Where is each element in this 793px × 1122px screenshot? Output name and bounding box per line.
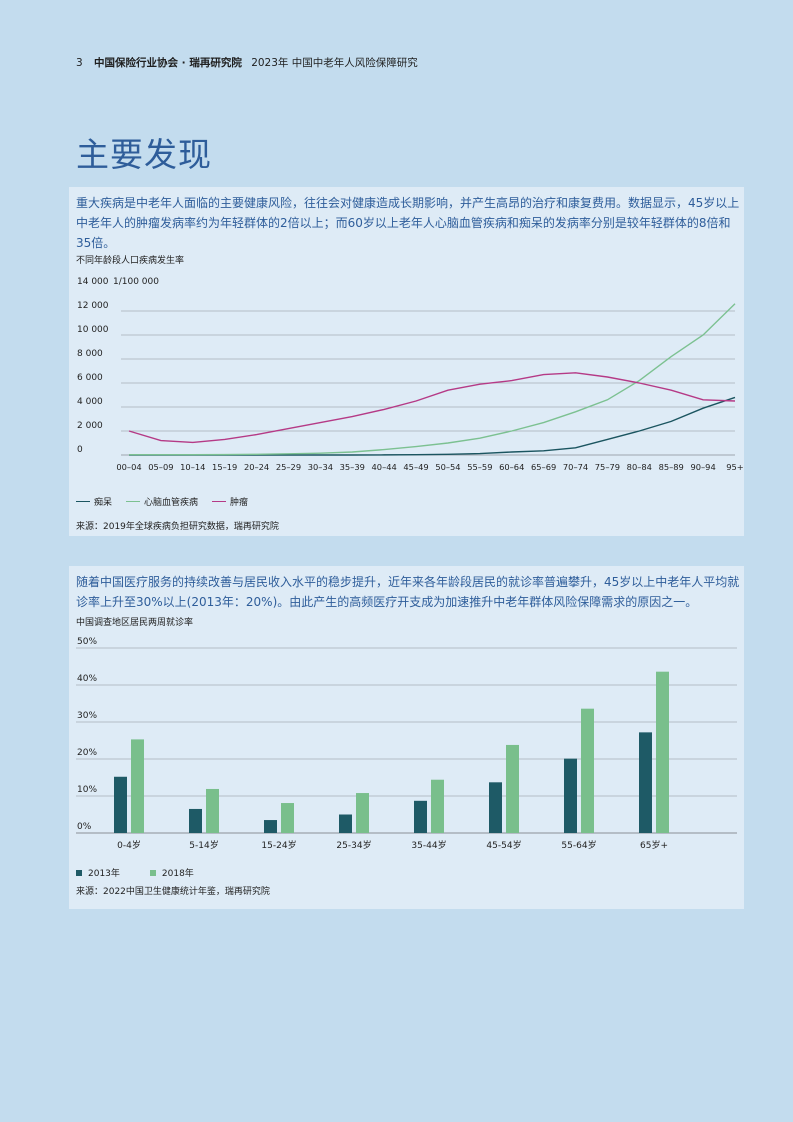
x-tick-label: 15-24岁 bbox=[261, 839, 296, 851]
legend-label: 2018年 bbox=[161, 869, 194, 879]
y-unit-label: 1/100 000 bbox=[113, 277, 159, 287]
x-tick-label: 30–34 bbox=[308, 462, 333, 472]
x-tick-label: 25–29 bbox=[276, 462, 301, 472]
bar-1 bbox=[339, 814, 352, 833]
org-name: 中国保险行业协会 · 瑞再研究院 bbox=[94, 57, 242, 69]
x-tick-label: 45–49 bbox=[403, 462, 428, 472]
page-number: 3 bbox=[76, 57, 83, 69]
bar-2 bbox=[431, 779, 444, 833]
y-tick-label: 40% bbox=[77, 674, 97, 684]
y-tick-label: 6 000 bbox=[77, 373, 103, 383]
x-tick-label: 85–89 bbox=[659, 462, 684, 472]
y-tick-label: 4 000 bbox=[77, 397, 103, 407]
x-tick-label: 50–54 bbox=[435, 462, 460, 472]
bar-1 bbox=[264, 820, 277, 833]
x-tick-label: 75–79 bbox=[595, 462, 620, 472]
x-tick-label: 20–24 bbox=[244, 462, 269, 472]
legend-label: 2013年 bbox=[88, 869, 120, 879]
page-title: 主要发现 bbox=[76, 135, 212, 174]
document-title: 2023年 中国中老年人风险保障研究 bbox=[251, 57, 418, 69]
x-tick-label: 00–04 bbox=[116, 462, 141, 472]
legend-label: 肿瘤 bbox=[230, 498, 249, 508]
x-tick-label: 25-34岁 bbox=[336, 839, 371, 851]
x-tick-label: 35–39 bbox=[340, 462, 365, 472]
x-tick-label: 40–44 bbox=[372, 462, 397, 472]
x-tick-label: 55-64岁 bbox=[561, 839, 596, 851]
bar-2 bbox=[506, 744, 519, 833]
y-tick-label: 14 000 bbox=[77, 277, 109, 287]
legend-swatch bbox=[212, 501, 227, 502]
y-tick-label: 2 000 bbox=[77, 421, 103, 431]
x-tick-label: 65岁+ bbox=[640, 839, 668, 851]
bar-1 bbox=[414, 800, 427, 833]
page-header: 3 中国保险行业协会 · 瑞再研究院 2023年 中国中老年人风险保障研究 bbox=[76, 55, 418, 70]
bar-2 bbox=[206, 788, 219, 833]
x-tick-label: 70–74 bbox=[563, 462, 588, 472]
legend-item: 2013年 bbox=[76, 866, 120, 879]
finding-text-disease: 重大疾病是中老年人面临的主要健康风险，往往会对健康造成长期影响，并产生高昂的治疗… bbox=[76, 196, 740, 250]
finding-text-visits: 随着中国医疗服务的持续改善与居民收入水平的稳步提升，近年来各年龄段居民的就诊率普… bbox=[76, 575, 740, 609]
visit-rate-chart: 0% 10% 20% 30% 40% 50% 0-4岁 5-14岁 15-24岁 25-34岁 35… bbox=[76, 637, 737, 851]
legend-swatch bbox=[149, 869, 156, 876]
legend-label: 痴呆 bbox=[94, 498, 113, 508]
disease-incidence-chart: 0 2 000 4 000 6 000 8 000 10 000 12 000 14 000 1… bbox=[77, 277, 744, 472]
bar-1 bbox=[114, 776, 127, 833]
x-tick-label: 05–09 bbox=[148, 462, 173, 472]
finding-panel-disease: 重大疾病是中老年人面临的主要健康风险，往往会对健康造成长期影响，并产生高昂的治疗… bbox=[69, 187, 744, 536]
bar-1 bbox=[489, 782, 502, 833]
legend-item: 心脑血管疾病 bbox=[126, 495, 198, 508]
bar-2 bbox=[356, 793, 369, 833]
bar-1 bbox=[564, 758, 577, 833]
y-tick-label: 10% bbox=[77, 785, 97, 795]
x-tick-label: 35-44岁 bbox=[411, 839, 446, 851]
x-tick-label: 15–19 bbox=[212, 462, 237, 472]
x-tick-label: 10–14 bbox=[180, 462, 205, 472]
x-tick-label: 60–64 bbox=[499, 462, 524, 472]
legend-label: 心脑血管疾病 bbox=[144, 498, 199, 508]
bar-2 bbox=[656, 671, 669, 833]
series-line-3 bbox=[128, 372, 736, 444]
y-tick-label: 12 000 bbox=[77, 301, 109, 311]
disease-chart-legend: 痴呆 心脑血管疾病 肿瘤 bbox=[76, 495, 262, 508]
bar-2 bbox=[581, 708, 594, 833]
legend-swatch bbox=[76, 869, 82, 876]
visit-chart-legend: 2013年 2018年 bbox=[76, 866, 224, 879]
y-tick-label: 50% bbox=[77, 637, 97, 647]
source-note-visits: 来源：2022中国卫生健康统计年鉴，瑞再研究院 bbox=[76, 887, 270, 897]
legend-item: 痴呆 bbox=[76, 495, 112, 508]
finding-panel-visits: 随着中国医疗服务的持续改善与居民收入水平的稳步提升，近年来各年龄段居民的就诊率普… bbox=[69, 566, 744, 909]
y-tick-label: 10 000 bbox=[77, 325, 109, 335]
chart-title-visits: 中国调查地区居民两周就诊率 bbox=[76, 618, 194, 628]
legend-swatch bbox=[126, 501, 141, 502]
x-tick-label: 90–94 bbox=[690, 462, 715, 472]
x-tick-label: 0-4岁 bbox=[117, 839, 141, 851]
y-tick-label: 30% bbox=[77, 711, 97, 721]
source-note-disease: 来源：2019年全球疾病负担研究数据，瑞再研究院 bbox=[76, 522, 279, 532]
legend-item: 肿瘤 bbox=[212, 495, 248, 508]
series-line-1 bbox=[129, 396, 736, 456]
y-tick-label: 0 bbox=[77, 445, 83, 455]
x-tick-label: 45-54岁 bbox=[486, 839, 521, 851]
legend-swatch bbox=[76, 501, 90, 502]
chart-title-disease: 不同年龄段人口疾病发生率 bbox=[76, 256, 185, 266]
y-tick-label: 8 000 bbox=[77, 349, 103, 359]
x-tick-label: 80–84 bbox=[627, 462, 652, 472]
y-tick-label: 20% bbox=[77, 748, 97, 758]
x-tick-label: 95+ bbox=[726, 462, 744, 472]
bar-2 bbox=[131, 739, 144, 833]
y-tick-label: 0% bbox=[77, 822, 92, 832]
bar-2 bbox=[281, 803, 294, 833]
x-tick-label: 5-14岁 bbox=[189, 839, 218, 851]
legend-item: 2018年 bbox=[149, 866, 194, 879]
bar-1 bbox=[189, 808, 202, 833]
series-line-2 bbox=[129, 303, 736, 456]
x-tick-label: 55–59 bbox=[467, 462, 492, 472]
bar-1 bbox=[639, 732, 652, 833]
x-tick-label: 65–69 bbox=[531, 462, 556, 472]
